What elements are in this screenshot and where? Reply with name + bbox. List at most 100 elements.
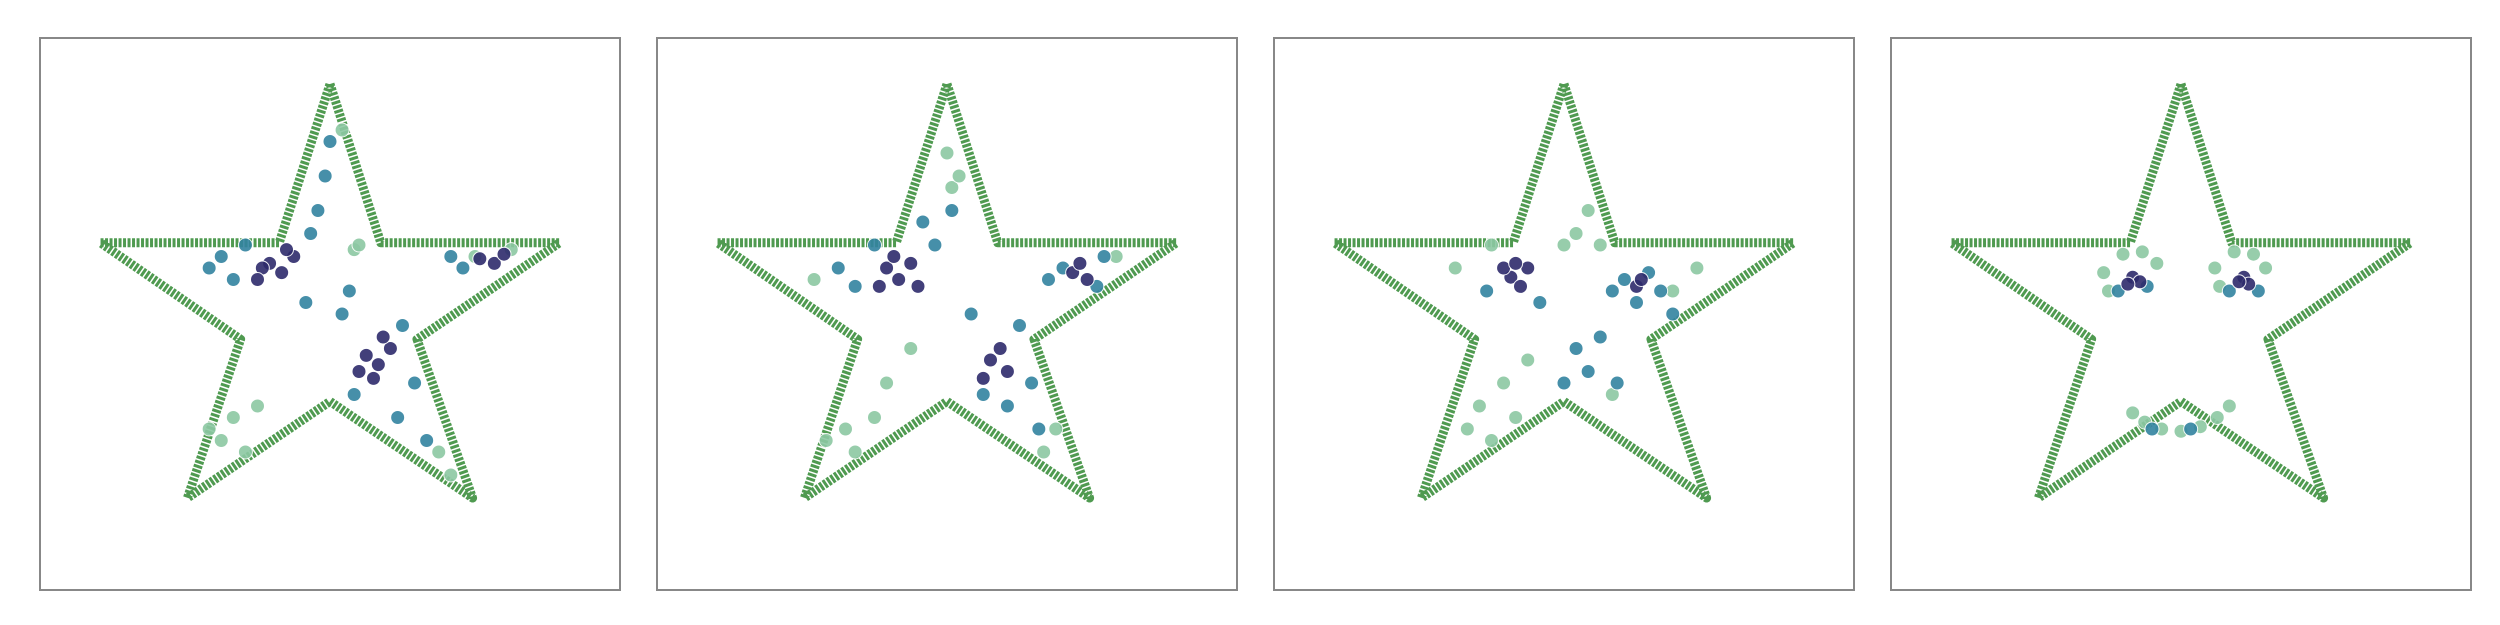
point — [830, 260, 846, 276]
point — [1568, 341, 1584, 356]
point — [298, 295, 314, 310]
point — [951, 168, 967, 184]
point — [496, 246, 512, 262]
point — [2226, 244, 2242, 260]
point — [390, 410, 406, 425]
point — [2246, 246, 2261, 262]
point — [1012, 318, 1027, 333]
point — [818, 433, 834, 448]
point — [891, 272, 907, 287]
point — [455, 260, 471, 276]
point — [346, 387, 362, 402]
point — [939, 145, 955, 161]
point — [838, 421, 853, 437]
point — [2221, 283, 2237, 299]
point — [2096, 265, 2112, 281]
point — [225, 410, 241, 425]
star-outline — [95, 82, 565, 503]
point — [322, 134, 338, 149]
point — [1471, 398, 1487, 414]
point — [1568, 226, 1584, 241]
point — [867, 410, 882, 425]
star-outline — [1329, 82, 1799, 503]
point — [2183, 421, 2199, 437]
point — [1633, 272, 1649, 287]
point — [847, 444, 863, 460]
point — [1072, 255, 1088, 271]
point — [2231, 274, 2247, 290]
point — [237, 237, 253, 253]
point — [983, 352, 998, 368]
point — [2221, 398, 2237, 414]
point — [1653, 283, 1669, 299]
point — [225, 272, 241, 287]
panel-frame — [1890, 37, 2472, 591]
panel — [1273, 37, 1855, 591]
point — [1556, 237, 1572, 253]
point — [2132, 274, 2148, 290]
point — [1689, 260, 1705, 276]
point — [1592, 237, 1608, 253]
point — [2125, 405, 2141, 421]
point — [1508, 410, 1524, 425]
point — [334, 306, 350, 322]
point — [443, 467, 459, 483]
point — [975, 387, 991, 402]
panel-frame — [1273, 37, 1855, 591]
point — [1096, 249, 1112, 264]
point — [1024, 375, 1040, 391]
point — [2144, 421, 2160, 437]
point — [382, 341, 398, 356]
point — [975, 370, 991, 386]
point — [879, 260, 895, 276]
point — [201, 421, 217, 437]
point — [237, 444, 253, 460]
point — [395, 318, 410, 333]
point — [213, 433, 229, 448]
point — [2149, 255, 2165, 271]
point — [944, 203, 960, 218]
point — [1048, 421, 1064, 437]
point — [1484, 237, 1499, 253]
point — [903, 255, 919, 271]
panel-frame — [39, 37, 621, 591]
point — [2134, 244, 2150, 260]
point — [1041, 272, 1056, 287]
point — [375, 329, 391, 345]
panel — [39, 37, 621, 591]
point — [2207, 260, 2223, 276]
point — [999, 398, 1015, 414]
point — [201, 260, 217, 276]
point — [407, 375, 423, 391]
point — [2115, 246, 2131, 262]
point — [250, 398, 265, 414]
point — [963, 306, 979, 322]
point — [1447, 260, 1463, 276]
point — [358, 347, 374, 363]
point — [1479, 283, 1495, 299]
point — [310, 203, 326, 218]
point — [1609, 375, 1625, 391]
point — [886, 249, 902, 264]
point — [334, 122, 350, 138]
point — [1616, 272, 1632, 287]
point — [351, 364, 367, 379]
point — [370, 357, 386, 373]
point — [1665, 306, 1681, 322]
point — [915, 214, 931, 230]
point — [903, 341, 919, 356]
panel — [656, 37, 1238, 591]
point — [431, 444, 447, 460]
point — [1532, 295, 1548, 310]
point — [1459, 421, 1475, 437]
point — [486, 255, 502, 271]
point — [1520, 352, 1536, 368]
panel — [1890, 37, 2472, 591]
point — [1079, 272, 1095, 287]
point — [1556, 375, 1572, 391]
point — [1604, 283, 1620, 299]
point — [1592, 329, 1608, 345]
point — [366, 370, 381, 386]
point — [944, 180, 960, 195]
